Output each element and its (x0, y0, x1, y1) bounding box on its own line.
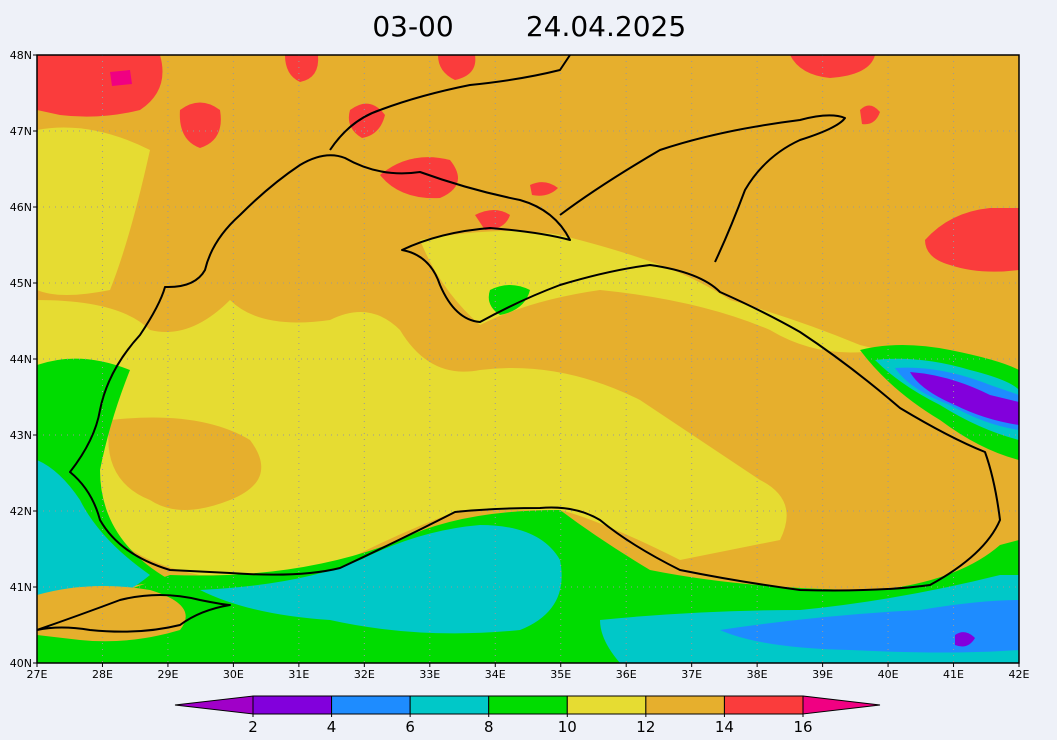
lon-label: 42E (1009, 668, 1030, 681)
colorbar-segment (488, 695, 568, 715)
lon-label: 36E (616, 668, 637, 681)
coastline (36, 54, 1001, 633)
lat-label: 48N (10, 49, 32, 62)
field-region (37, 127, 150, 295)
lon-label: 32E (354, 668, 375, 681)
field-region (37, 55, 163, 117)
lon-label: 35E (550, 668, 571, 681)
title-date: 24.04.2025 (526, 10, 686, 43)
lon-label: 41E (943, 668, 964, 681)
lon-label: 37E (681, 668, 702, 681)
colorbar-segment (645, 695, 725, 715)
lon-label: 39E (812, 668, 833, 681)
lat-label: 42N (10, 505, 32, 518)
field-region (488, 285, 530, 315)
field-region (200, 525, 562, 634)
field-region (860, 105, 880, 125)
lat-label: 46N (10, 201, 32, 214)
field-region (110, 70, 132, 86)
field-region (925, 208, 1019, 272)
colorbar-segment (331, 695, 411, 715)
colorbar-segment (566, 695, 647, 715)
field-region (790, 55, 875, 78)
lat-label: 41N (10, 581, 32, 594)
lon-label: 28E (92, 668, 113, 681)
lat-label: 47N (10, 125, 32, 138)
lon-label: 30E (223, 668, 244, 681)
lon-label: 40E (878, 668, 899, 681)
field-region (475, 210, 510, 230)
colorbar-label: 8 (484, 718, 494, 736)
lat-label: 40N (10, 657, 32, 670)
colorbar-label: 12 (636, 718, 655, 736)
field-region (910, 372, 1019, 425)
field-region (420, 231, 880, 353)
field-region (179, 102, 221, 148)
colorbar-label: 14 (715, 718, 734, 736)
field-region (720, 600, 1019, 653)
colorbar-over (802, 695, 881, 715)
colorbar: 2 4 6 8 10 12 14 16 (174, 695, 881, 736)
lon-label: 38E (747, 668, 768, 681)
colorbar-label: 10 (558, 718, 577, 736)
lon-label: 27E (27, 668, 48, 681)
title-time: 03-00 (372, 10, 453, 43)
lon-label: 31E (288, 668, 309, 681)
colorbar-under (174, 695, 254, 715)
colorbar-label: 6 (405, 718, 415, 736)
field-region (955, 632, 975, 647)
field-region (37, 300, 787, 575)
colorbar-segment (723, 695, 804, 715)
lat-label: 45N (10, 277, 32, 290)
colorbar-segment (252, 695, 333, 715)
field-region (530, 182, 558, 196)
field-region (380, 157, 458, 199)
lon-label: 33E (419, 668, 440, 681)
field-region (438, 55, 476, 80)
temperature-field (37, 55, 1019, 663)
lat-label: 44N (10, 353, 32, 366)
colorbar-label: 4 (327, 718, 337, 736)
colorbar-label: 2 (248, 718, 258, 736)
colorbar-label: 16 (793, 718, 812, 736)
lat-label: 43N (10, 429, 32, 442)
field-region (108, 417, 262, 510)
lon-label: 29E (157, 668, 178, 681)
lon-label: 34E (485, 668, 506, 681)
field-region (285, 55, 319, 82)
axes: 27E 28E 29E 30E 31E 32E 33E 34E 35E 36E 37E 38E 39E 4… (10, 49, 1030, 681)
field-region (37, 460, 150, 610)
colorbar-segment (409, 695, 490, 715)
